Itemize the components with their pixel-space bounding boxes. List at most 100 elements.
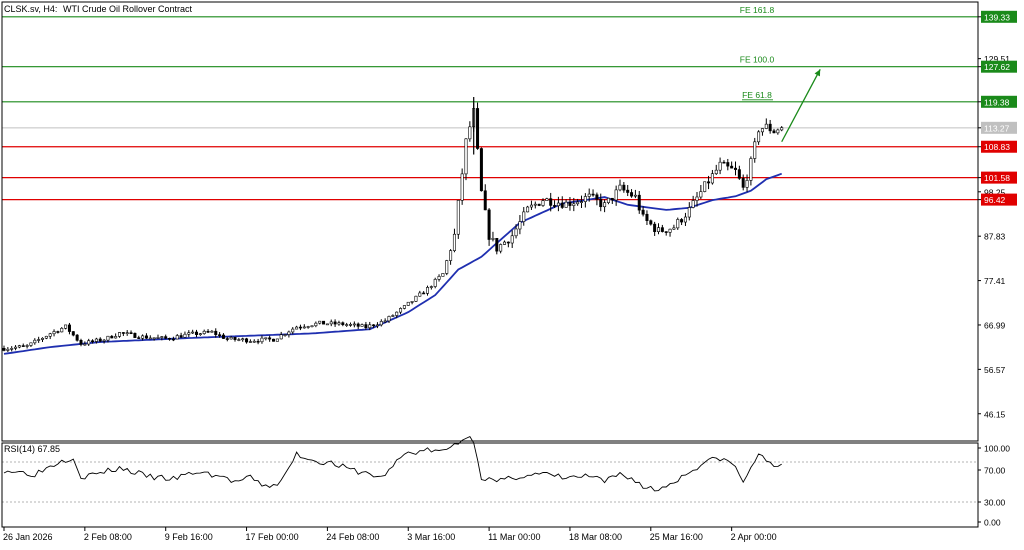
- price-label-box: [981, 193, 1017, 206]
- candle-body: [83, 343, 87, 346]
- candle-body: [391, 315, 395, 317]
- candle-body: [741, 178, 745, 188]
- candle-body: [156, 337, 160, 339]
- candle-body: [71, 331, 75, 336]
- candle-body: [464, 138, 468, 175]
- candle-body: [749, 158, 753, 181]
- candle-body: [218, 334, 222, 336]
- candle-body: [102, 339, 106, 342]
- candle-body: [680, 219, 684, 223]
- candle-body: [653, 223, 657, 232]
- candle-body: [399, 308, 403, 313]
- candle-body: [522, 211, 526, 222]
- candle-body: [183, 333, 187, 338]
- candle-body: [302, 326, 306, 329]
- candle-body: [195, 331, 199, 335]
- rsi-tick-label: 70.00: [984, 466, 1006, 476]
- candle-body: [233, 337, 237, 340]
- candle-body: [437, 276, 441, 280]
- candle-body: [295, 326, 299, 330]
- price-tick-label: 129.51: [984, 54, 1010, 64]
- candle-body: [649, 220, 653, 225]
- candle-body: [17, 345, 21, 348]
- candle-body: [718, 161, 722, 171]
- time-tick-label: 3 Mar 16:00: [407, 532, 455, 542]
- candle-body: [710, 173, 714, 184]
- candle-body: [198, 333, 202, 335]
- candle-body: [75, 334, 79, 341]
- candle-body: [591, 193, 595, 196]
- candle-body: [610, 197, 614, 201]
- candle-body: [641, 209, 645, 215]
- rsi-tick-label: 100.00: [984, 444, 1010, 454]
- candle-body: [141, 335, 145, 339]
- candle-body: [144, 335, 148, 339]
- candle-body: [533, 203, 537, 206]
- time-tick-label: 2 Feb 08:00: [84, 532, 132, 542]
- candle-body: [479, 148, 483, 192]
- candle-body: [283, 334, 287, 336]
- time-tick-label: 17 Feb 00:00: [246, 532, 299, 542]
- price-label-box: [981, 140, 1017, 153]
- candle-body: [776, 129, 780, 134]
- candle-body: [275, 338, 279, 342]
- candle-body: [691, 200, 695, 208]
- candle-body: [560, 202, 564, 208]
- rsi-plot-border: [1, 442, 979, 528]
- rsi-tick-label: 30.00: [984, 498, 1006, 508]
- candle-body: [772, 130, 776, 134]
- candle-body: [79, 340, 83, 345]
- candle-body: [637, 194, 641, 211]
- candle-body: [429, 286, 433, 288]
- candle-body: [768, 123, 772, 132]
- candle-body: [21, 345, 25, 347]
- candle-body: [537, 203, 541, 206]
- price-label-box: [981, 95, 1017, 108]
- candle-body: [526, 206, 530, 213]
- candle-body: [456, 200, 460, 235]
- candle-body: [395, 311, 399, 316]
- time-tick-label: 9 Feb 16:00: [165, 532, 213, 542]
- candle-body: [44, 335, 48, 339]
- candle-body: [406, 301, 410, 306]
- candle-body: [579, 201, 583, 203]
- candle-body: [118, 332, 122, 337]
- candle-body: [599, 199, 603, 208]
- candle-body: [52, 331, 56, 335]
- candle-body: [64, 324, 68, 329]
- price-tick-label: 56.57: [984, 365, 1006, 375]
- candle-body: [633, 194, 637, 197]
- price-tick-label: 96.42: [984, 195, 1006, 205]
- candle-body: [60, 328, 64, 333]
- candle-body: [268, 337, 272, 340]
- candle-body: [630, 192, 634, 197]
- candle-body: [707, 181, 711, 184]
- time-tick-label: 25 Mar 16:00: [650, 532, 703, 542]
- candle-body: [341, 322, 345, 326]
- candle-body: [410, 301, 414, 303]
- candle-body: [757, 131, 761, 143]
- candle-body: [476, 108, 480, 149]
- price-tick-label: 139.33: [984, 12, 1010, 22]
- candle-body: [171, 338, 175, 341]
- candle-body: [518, 221, 522, 230]
- candle-body: [495, 238, 499, 252]
- candle-body: [48, 333, 52, 337]
- candle-body: [506, 241, 510, 244]
- candle-body: [449, 250, 453, 261]
- candle-body: [529, 204, 533, 208]
- candle-body: [583, 196, 587, 202]
- candle-body: [441, 273, 445, 277]
- candle-body: [668, 228, 672, 233]
- candle-body: [414, 295, 418, 302]
- candle-body: [125, 332, 129, 334]
- candle-body: [137, 337, 141, 339]
- rsi-line: [3, 436, 782, 492]
- candle-body: [187, 332, 191, 335]
- price-tick-label: 98.25: [984, 187, 1006, 197]
- candle-body: [6, 348, 10, 351]
- candle-body: [314, 322, 318, 327]
- price-tick-label: 66.99: [984, 320, 1006, 330]
- candle-body: [499, 244, 503, 252]
- candle-body: [37, 339, 41, 341]
